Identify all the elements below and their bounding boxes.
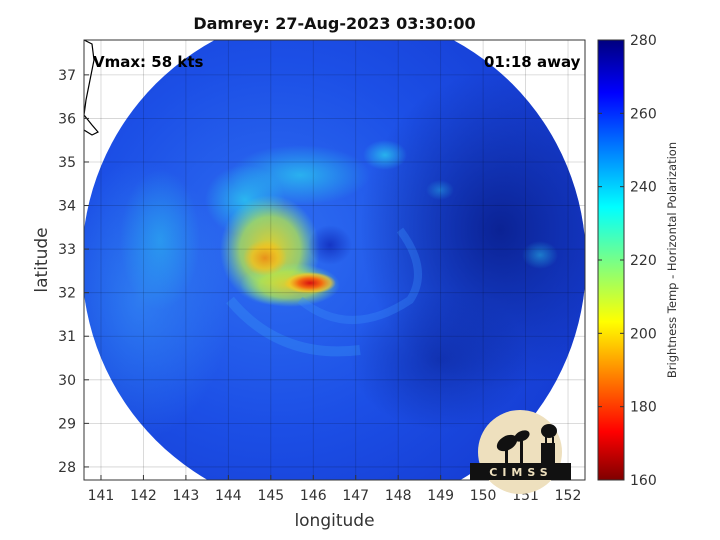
colorbar-label: Brightness Temp - Horizontal Polarizatio… xyxy=(665,141,679,379)
y-axis-ticks: 37 36 35 34 33 32 31 30 29 28 xyxy=(58,68,89,476)
colorbar-ticks: 280 260 240 220 200 180 160 xyxy=(598,33,657,489)
grid-lines xyxy=(84,40,585,480)
y-tick-label: 29 xyxy=(58,416,76,432)
y-tick-label: 31 xyxy=(58,329,76,345)
y-tick-label: 37 xyxy=(58,68,76,84)
x-tick-label: 148 xyxy=(385,488,412,504)
x-tick-label: 150 xyxy=(470,488,497,504)
x-tick-label: 143 xyxy=(173,488,200,504)
y-tick-label: 30 xyxy=(58,373,76,389)
colorbar-tick-label: 280 xyxy=(630,33,657,49)
coastline xyxy=(84,40,99,136)
colorbar-tick-label: 180 xyxy=(630,400,657,416)
colorbar-tick-label: 260 xyxy=(630,106,657,122)
vmax-label: Vmax: 58 kts xyxy=(93,53,204,71)
plot-border xyxy=(83,39,586,481)
y-tick-label: 34 xyxy=(58,199,76,215)
colorbar-tick-label: 220 xyxy=(630,253,657,269)
cimss-logo: CIMSS xyxy=(470,410,571,494)
y-tick-label: 36 xyxy=(58,111,76,127)
y-tick-label: 32 xyxy=(58,286,76,302)
plot-title: Damrey: 27-Aug-2023 03:30:00 xyxy=(193,14,476,33)
swath-image xyxy=(84,40,585,480)
x-tick-label: 152 xyxy=(555,488,582,504)
x-tick-label: 145 xyxy=(257,488,284,504)
x-tick-label: 146 xyxy=(300,488,327,504)
y-tick-label: 33 xyxy=(58,242,76,258)
x-tick-label: 141 xyxy=(88,488,115,504)
x-tick-label: 147 xyxy=(342,488,369,504)
colorbar-tick-label: 240 xyxy=(630,180,657,196)
y-axis-label: latitude xyxy=(32,227,52,293)
colorbar-tick-label: 200 xyxy=(630,326,657,342)
colorbar-tick-label: 160 xyxy=(630,473,657,489)
x-tick-label: 149 xyxy=(427,488,454,504)
x-tick-label: 144 xyxy=(215,488,242,504)
x-tick-label: 142 xyxy=(130,488,157,504)
x-axis-label: longitude xyxy=(294,511,375,531)
logo-text: CIMSS xyxy=(489,466,552,479)
y-tick-label: 28 xyxy=(58,460,76,476)
y-tick-label: 35 xyxy=(58,155,76,171)
time-away-label: 01:18 away xyxy=(484,53,581,71)
